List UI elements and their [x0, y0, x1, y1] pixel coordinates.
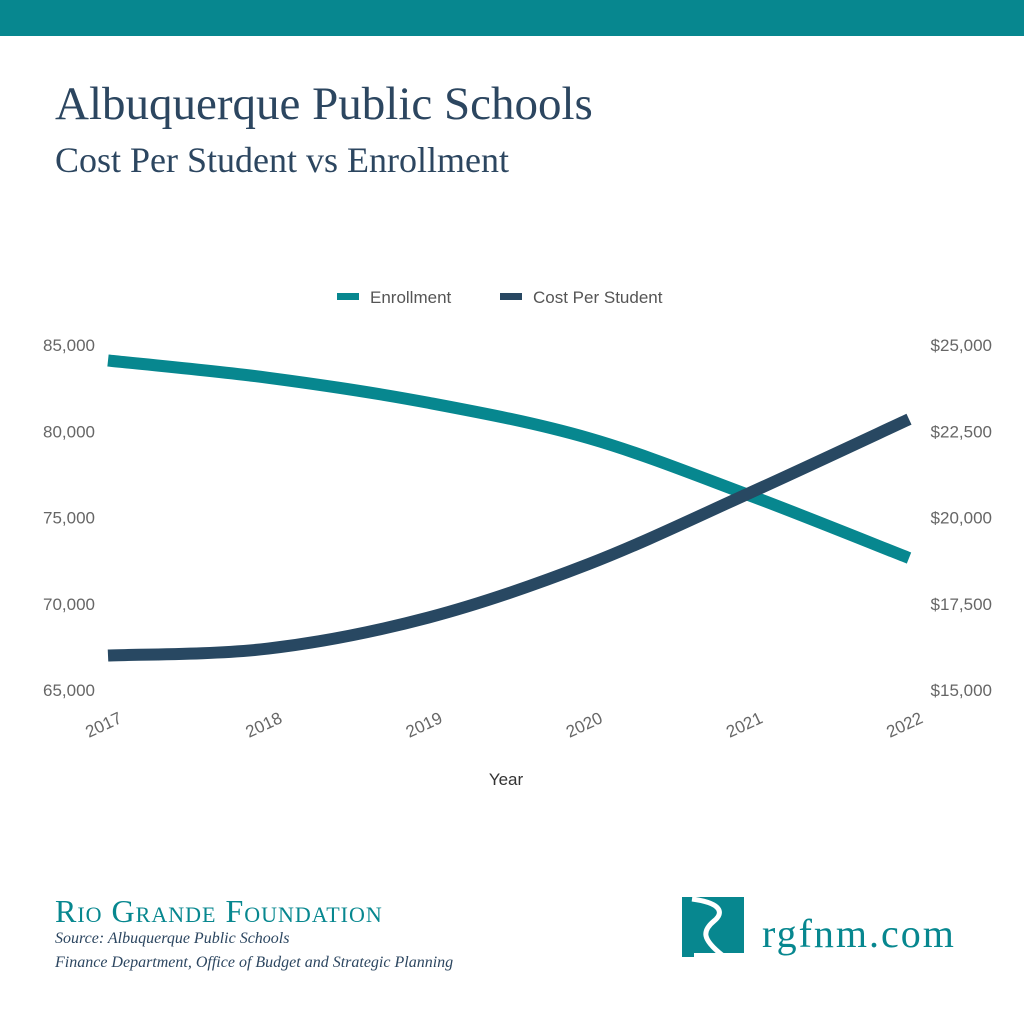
y-left-tick-label: 75,000 — [43, 509, 95, 528]
y-right-tick-label: $22,500 — [931, 422, 992, 441]
org-name: Rio Grande Foundation — [55, 893, 383, 929]
page-title: Albuquerque Public Schools — [55, 78, 593, 130]
x-tick-label: 2017 — [83, 708, 125, 741]
x-axis-label: Year — [489, 770, 524, 789]
x-tick-label: 2019 — [403, 708, 445, 741]
y-left-tick-label: 65,000 — [43, 681, 95, 700]
line-chart: Enrollment Cost Per Student 85,000 80,000… — [43, 288, 992, 789]
legend-label-enrollment: Enrollment — [370, 288, 452, 307]
legend-swatch-cost — [500, 293, 522, 300]
x-tick-label: 2018 — [243, 708, 285, 741]
y-left-tick-label: 80,000 — [43, 422, 95, 441]
series-line-enrollment — [107, 354, 912, 564]
source-line-2: Finance Department, Office of Budget and… — [55, 954, 454, 971]
page-subtitle: Cost Per Student vs Enrollment — [55, 140, 509, 180]
new-mexico-river-logo — [682, 897, 744, 957]
source-line-1: Source: Albuquerque Public Schools — [55, 930, 290, 947]
legend-swatch-enrollment — [337, 293, 359, 300]
y-left-tick-label: 70,000 — [43, 595, 95, 614]
legend: Enrollment Cost Per Student — [337, 288, 663, 307]
y-left-tick-label: 85,000 — [43, 336, 95, 355]
x-tick-label: 2021 — [723, 708, 765, 741]
y-right-tick-label: $15,000 — [931, 681, 992, 700]
x-tick-label: 2022 — [884, 708, 926, 741]
y-right-tick-label: $20,000 — [931, 509, 992, 528]
series-line-cost-per-student — [107, 413, 912, 662]
legend-label-cost: Cost Per Student — [533, 288, 663, 307]
y-right-tick-label: $25,000 — [931, 336, 992, 355]
top-banner — [0, 0, 1024, 36]
y-right-tick-label: $17,500 — [931, 595, 992, 614]
website-url[interactable]: rgfnm.com — [762, 911, 956, 956]
x-tick-label: 2020 — [563, 708, 605, 741]
